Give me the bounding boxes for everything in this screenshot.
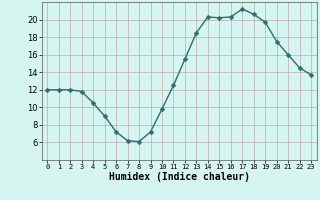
X-axis label: Humidex (Indice chaleur): Humidex (Indice chaleur) (109, 172, 250, 182)
